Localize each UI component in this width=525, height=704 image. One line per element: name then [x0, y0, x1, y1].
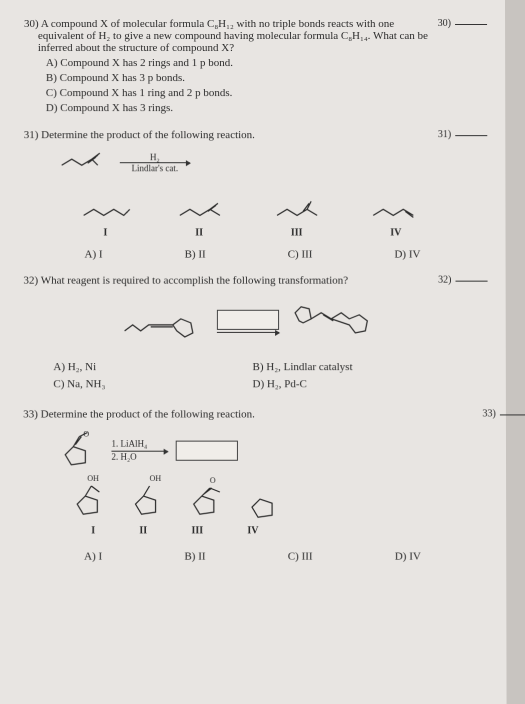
- q32-number: 32): [23, 275, 38, 287]
- roman-i: I: [103, 228, 107, 239]
- roman-iii: III: [191, 526, 203, 537]
- q30-answer-blank[interactable]: [455, 24, 487, 25]
- q31-product-2: [178, 202, 230, 224]
- q32-opt-a: A) H₂, Ni: [53, 359, 252, 376]
- q31-product-3: [275, 198, 327, 224]
- q32-reactant: [118, 301, 204, 341]
- q32-reagent-box[interactable]: [216, 310, 278, 330]
- q31-reactant-structure: [60, 152, 110, 174]
- roman-iii: III: [291, 228, 303, 239]
- q33-product-4: [248, 491, 278, 521]
- q31-choices: A) I B) II C) III D) IV: [44, 249, 462, 261]
- q33-reagent-2: 2. H₂O: [111, 452, 136, 464]
- arrow-icon: [120, 162, 190, 163]
- q32-opt-c: C) Na, NH₃: [53, 376, 252, 393]
- q30-number: 30): [24, 18, 39, 30]
- q31-choice-d: D) IV: [394, 249, 420, 261]
- o-label: O: [210, 476, 216, 485]
- q32-answer-blank[interactable]: [455, 281, 487, 282]
- question-33: 33) Determine the product of the followi…: [23, 409, 482, 421]
- q31-reaction: H₂ Lindlar's cat.: [60, 152, 482, 174]
- q30-text-line3: inferred about the structure of compound…: [38, 42, 234, 54]
- q30-opt-c: C) Compound X has 1 ring and 2 p bonds.: [46, 86, 481, 101]
- q33-reagent-1: 1. LiAlH₄: [111, 439, 147, 451]
- q32-product: [291, 301, 387, 341]
- q33-answer-blank[interactable]: [500, 415, 525, 416]
- roman-iv: IV: [247, 526, 258, 537]
- q33-reaction: O 1. LiAlH₄ 2. H₂O: [59, 431, 482, 471]
- q33-right-num: 33): [482, 409, 495, 420]
- q31-text: Determine the product of the following r…: [41, 130, 255, 142]
- q31-choice-c: C) III: [288, 249, 313, 261]
- q32-options: A) H₂, Ni C) Na, NH₃ B) H₂, Lindlar cata…: [53, 359, 451, 392]
- q31-number: 31): [24, 130, 39, 142]
- q33-product-3: [190, 484, 224, 518]
- roman-iv: IV: [390, 228, 401, 239]
- q33-product-2: [131, 484, 165, 518]
- q33-choice-b: B) II: [184, 551, 205, 563]
- q31-right-num: 31): [438, 130, 451, 141]
- q33-choice-a: A) I: [84, 551, 102, 563]
- oh-label: OH: [87, 474, 99, 483]
- question-31: 31) Determine the product of the followi…: [24, 130, 482, 142]
- q31-choice-a: A) I: [85, 249, 103, 261]
- q31-reagent-bottom: Lindlar's cat.: [120, 163, 190, 173]
- q30-opt-b: B) Compound X has 3 p bonds.: [46, 71, 481, 86]
- roman-i: I: [91, 526, 95, 537]
- q31-answer-blank[interactable]: [455, 136, 487, 137]
- q32-right-num: 32): [438, 275, 451, 286]
- q32-opt-b: B) H₂, Lindlar catalyst: [253, 359, 452, 376]
- q32-opt-d: D) H₂, Pd-C: [253, 376, 452, 393]
- roman-ii: II: [195, 228, 203, 239]
- q31-product-4: [371, 202, 423, 224]
- q31-roman-labels: I II III IV: [60, 228, 446, 239]
- q31-choice-b: B) II: [185, 249, 206, 261]
- q32-transformation: [23, 301, 481, 341]
- q31-products: [60, 190, 446, 224]
- arrow-icon: [111, 451, 167, 452]
- exam-page: 30) A compound X of molecular formula C₈…: [0, 0, 507, 704]
- q33-roman-labels: I II III IV: [91, 526, 482, 537]
- q33-text: Determine the product of the following r…: [41, 409, 255, 421]
- q30-text-line2: equivalent of H₂ to give a new compound …: [38, 30, 428, 42]
- q30-right-num: 30): [438, 18, 451, 29]
- question-30: 30) A compound X of molecular formula C₈…: [24, 18, 481, 115]
- question-32: 32) What reagent is required to accompli…: [23, 275, 481, 287]
- q33-product-1: [73, 484, 107, 518]
- q30-text-line1: A compound X of molecular formula C₈H₁₂ …: [41, 18, 394, 30]
- roman-ii: II: [139, 526, 147, 537]
- oh-label: OH: [150, 474, 162, 483]
- q33-choice-c: C) III: [288, 551, 313, 563]
- q33-choices: A) I B) II C) III D) IV: [43, 551, 462, 563]
- q33-reactant: O: [59, 431, 103, 471]
- arrow-icon: [216, 332, 278, 333]
- q31-product-1: [82, 202, 134, 224]
- q30-opt-d: D) Compound X has 3 rings.: [46, 101, 481, 116]
- q33-products: OH OH O: [73, 481, 482, 521]
- q32-text: What reagent is required to accomplish t…: [41, 275, 348, 287]
- q33-number: 33): [23, 409, 38, 421]
- q30-opt-a: A) Compound X has 2 rings and 1 p bond.: [46, 56, 481, 71]
- q31-reagent-top: H₂: [120, 152, 190, 162]
- q33-choice-d: D) IV: [395, 551, 421, 563]
- svg-text:O: O: [83, 430, 89, 439]
- q30-options: A) Compound X has 2 rings and 1 p bond. …: [46, 56, 481, 115]
- q33-product-box[interactable]: [176, 441, 238, 461]
